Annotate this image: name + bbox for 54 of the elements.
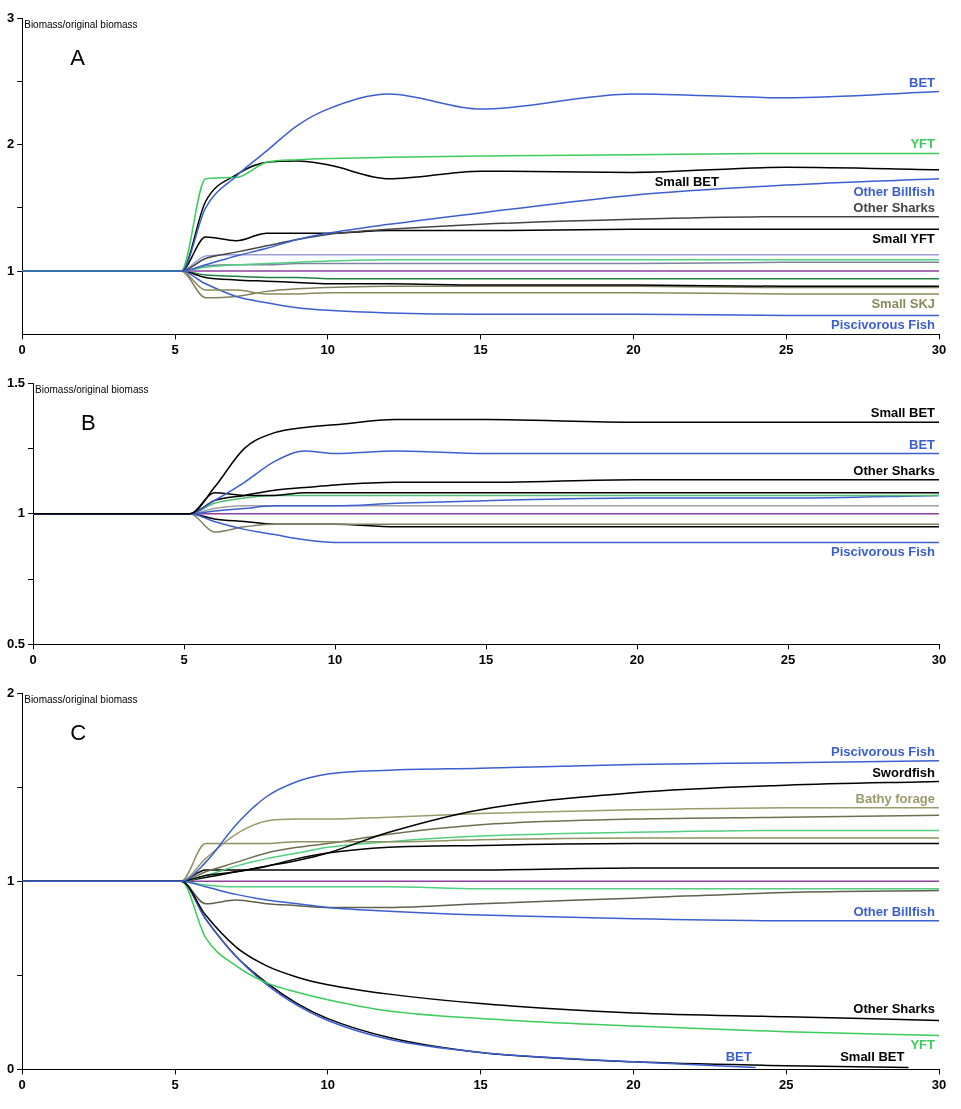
x-tick-label: 0 [29, 651, 37, 667]
y-tick-label: 0.5 [6, 635, 26, 651]
series-label: BET [909, 74, 936, 90]
x-tick-label: 25 [780, 651, 796, 667]
x-tick-label: 15 [473, 1076, 488, 1092]
series-label: BET [725, 1049, 752, 1065]
x-tick-label: 10 [327, 651, 343, 667]
x-tick-label: 20 [626, 1076, 641, 1092]
annotation: A [70, 45, 86, 71]
series-label: YFT [910, 136, 936, 152]
x-tick-label: 20 [626, 341, 641, 357]
series-label: Other Billfish [853, 903, 936, 919]
series-label: Piscivorous Fish [830, 743, 936, 759]
x-tick-label: 30 [931, 651, 947, 667]
y-tick-label: 2 [7, 684, 15, 700]
y-tick-label: 1.5 [6, 374, 26, 390]
series-label: Other Sharks [853, 199, 936, 215]
x-tick-label: 15 [478, 651, 494, 667]
series-label: YFT [910, 1037, 936, 1053]
x-tick-label: 25 [778, 1076, 794, 1092]
annotation: C [70, 720, 87, 746]
y-tick-label: 1 [7, 262, 15, 278]
series-label: Small SKJ [871, 295, 936, 311]
x-tick-label: 10 [320, 1076, 336, 1092]
x-tick-label: 20 [629, 651, 645, 667]
y-tick-label: 0 [7, 1060, 15, 1076]
x-tick-label: 15 [473, 341, 488, 357]
series-label: Other Billfish [853, 184, 936, 200]
x-tick-label: 5 [180, 651, 188, 667]
series-label: BET [909, 436, 936, 452]
annotation: B [81, 410, 96, 436]
y-axis-title: Biomass/original biomass [24, 693, 138, 705]
y-tick-label: 3 [7, 9, 15, 25]
x-tick-label: 30 [931, 341, 947, 357]
x-tick-label: 5 [171, 341, 179, 357]
series-label: Piscivorous Fish [830, 544, 936, 560]
series-label: Small BET [870, 405, 936, 421]
y-tick-label: 1 [17, 505, 26, 521]
x-tick-label: 10 [320, 341, 336, 357]
y-axis-title: Biomass/original biomass [35, 383, 149, 395]
y-tick-label: 2 [7, 136, 15, 152]
series-label: Small BET [840, 1049, 905, 1065]
y-axis-title: Biomass/original biomass [24, 18, 138, 30]
series-label: Swordfish [872, 764, 936, 780]
series-label: Small BET [654, 173, 720, 189]
series-label: Piscivorous Fish [830, 317, 936, 333]
x-tick-label: 5 [171, 1076, 179, 1092]
x-tick-label: 25 [778, 341, 794, 357]
x-tick-label: 30 [931, 1076, 947, 1092]
y-tick-label: 1 [7, 872, 15, 888]
series-label: Bathy forage [855, 790, 936, 806]
series-label: Other Sharks [853, 462, 936, 478]
series-label: Other Sharks [853, 1001, 936, 1017]
series-label: Small YFT [872, 231, 935, 247]
